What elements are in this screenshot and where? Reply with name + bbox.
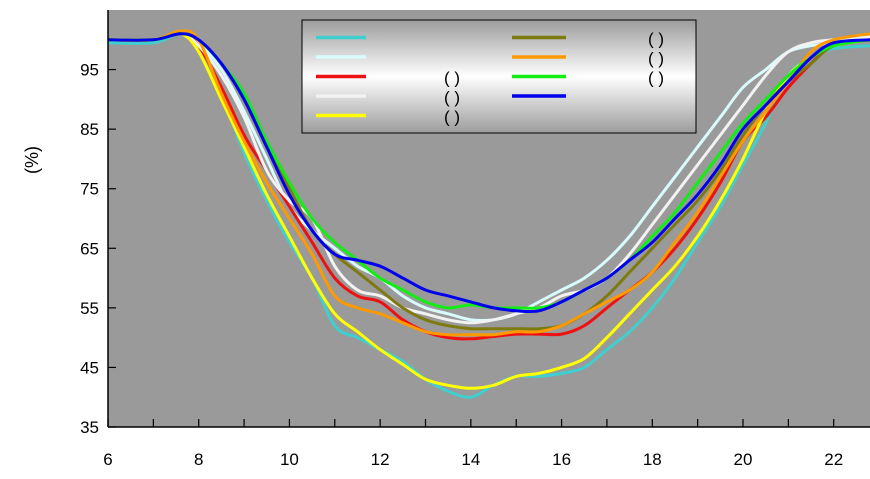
- series-layer: [108, 29, 870, 399]
- x-tick-label: 22: [824, 450, 843, 469]
- series-line-5: [108, 31, 870, 390]
- x-tick-label: 18: [643, 450, 662, 469]
- legend-label: ( ): [648, 30, 664, 49]
- series-line-7: [108, 29, 870, 337]
- legend-label: ( ): [648, 69, 664, 88]
- legend-label: ( ): [444, 69, 460, 88]
- legend-label: ( ): [444, 108, 460, 127]
- x-tick-label: 14: [461, 450, 480, 469]
- legend-box: [301, 19, 697, 134]
- x-tick-label: 10: [280, 450, 299, 469]
- legend-entries: ( )( )( )( )( )( ): [316, 30, 664, 127]
- x-tick-label: 16: [552, 450, 571, 469]
- y-tick-label: 95: [80, 61, 99, 80]
- series-line-9: [108, 32, 870, 314]
- x-ticks: 6 8 10 12 14 16 18 20 22: [103, 419, 843, 469]
- legend-label: ( ): [648, 49, 664, 68]
- legend: ( )( )( )( )( )( ): [301, 19, 697, 134]
- y-axis-title: (%): [22, 146, 42, 174]
- x-tick-label: 20: [734, 450, 753, 469]
- x-tick-label: 8: [194, 450, 203, 469]
- y-tick-label: 35: [80, 418, 99, 437]
- y-ticks: 35 45 55 65 75 85 95: [80, 61, 116, 437]
- y-tick-label: 75: [80, 180, 99, 199]
- x-tick-label: 6: [103, 450, 112, 469]
- y-tick-label: 65: [80, 239, 99, 258]
- series-line-4: [108, 32, 870, 325]
- legend-label: ( ): [444, 88, 460, 107]
- y-tick-label: 85: [80, 120, 99, 139]
- x-tick-label: 12: [371, 450, 390, 469]
- y-tick-label: 45: [80, 358, 99, 377]
- y-tick-label: 55: [80, 299, 99, 318]
